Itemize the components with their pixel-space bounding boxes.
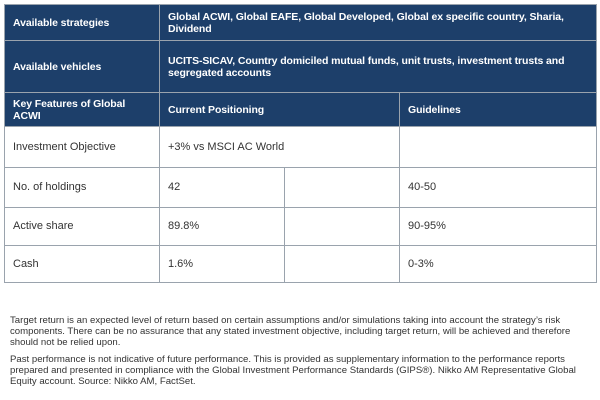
current-cell: 42 — [159, 167, 285, 208]
guideline-cell — [398, 126, 598, 168]
table-row: Cash 1.6% 0-3% — [4, 245, 598, 283]
strategy-features-table: Available strategies Global ACWI, Global… — [4, 4, 598, 283]
available-vehicles-value: UCITS-SICAV, Country domiciled mutual fu… — [158, 40, 598, 93]
empty-cell — [284, 207, 400, 246]
table-row: Active share 89.8% 90-95% — [4, 207, 598, 246]
guidelines-header: Guidelines — [398, 92, 598, 127]
key-features-header-row: Key Features of Global ACWI Current Posi… — [4, 92, 598, 127]
key-features-header: Key Features of Global ACWI — [4, 92, 160, 127]
current-cell: 1.6% — [159, 245, 285, 283]
empty-cell — [284, 245, 400, 283]
disclaimer-notes: Target return is an expected level of re… — [10, 315, 594, 393]
available-strategies-row: Available strategies Global ACWI, Global… — [4, 4, 598, 41]
guideline-cell: 40-50 — [398, 167, 598, 208]
feature-cell: Active share — [4, 207, 160, 246]
available-strategies-label: Available strategies — [4, 4, 160, 41]
current-cell: +3% vs MSCI AC World — [159, 126, 400, 168]
feature-cell: Investment Objective — [4, 126, 160, 168]
table-row: No. of holdings 42 40-50 — [4, 167, 598, 208]
empty-cell — [284, 167, 400, 208]
available-strategies-value: Global ACWI, Global EAFE, Global Develop… — [158, 4, 598, 41]
feature-cell: Cash — [4, 245, 160, 283]
current-positioning-header: Current Positioning — [159, 92, 400, 127]
available-vehicles-row: Available vehicles UCITS-SICAV, Country … — [4, 40, 598, 93]
target-return-note: Target return is an expected level of re… — [10, 315, 571, 348]
current-cell: 89.8% — [159, 207, 285, 246]
feature-cell: No. of holdings — [4, 167, 160, 208]
past-performance-note: Past performance is not indicative of fu… — [10, 354, 576, 387]
table-row: Investment Objective +3% vs MSCI AC Worl… — [4, 126, 598, 168]
available-vehicles-label: Available vehicles — [4, 40, 160, 93]
guideline-cell: 0-3% — [398, 245, 598, 283]
guideline-cell: 90-95% — [398, 207, 598, 246]
